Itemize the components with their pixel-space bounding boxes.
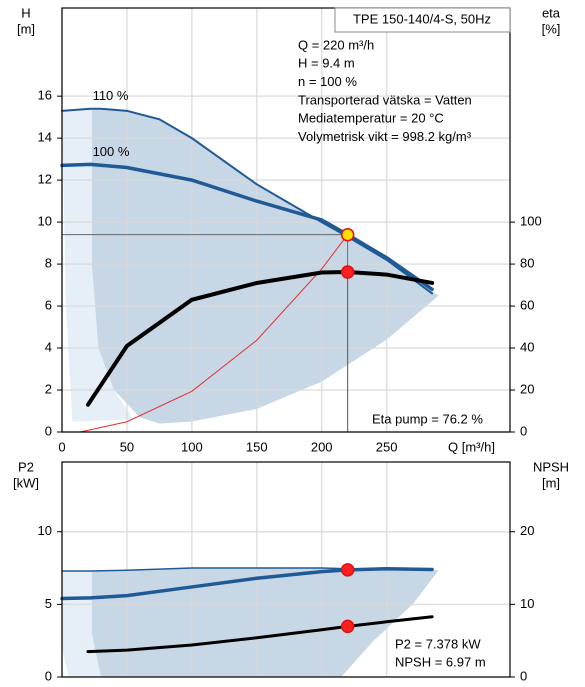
y-axis-label: H bbox=[21, 5, 30, 20]
y-axis-label: P2 bbox=[18, 459, 34, 474]
x-tick-label: 200 bbox=[311, 439, 333, 454]
y2-tick-label: 20 bbox=[520, 523, 534, 538]
y-tick-label: 0 bbox=[45, 423, 52, 438]
x-tick-label: 250 bbox=[376, 439, 398, 454]
y2-axis-label: NPSH bbox=[533, 459, 569, 474]
info-line: H = 9.4 m bbox=[298, 56, 355, 71]
curve bbox=[60, 162, 434, 292]
y2-tick-label: 100 bbox=[520, 214, 542, 229]
x-tick-label: 100 bbox=[181, 439, 203, 454]
y2-tick-label: 80 bbox=[520, 256, 534, 271]
info-line: Volymetrisk vikt = 998.2 kg/m³ bbox=[298, 129, 472, 144]
curve bbox=[85, 270, 435, 407]
y-tick-label: 8 bbox=[45, 256, 52, 271]
duty-point bbox=[340, 563, 355, 577]
operating-region bbox=[62, 108, 134, 422]
title-box bbox=[334, 7, 511, 33]
curve bbox=[86, 615, 434, 654]
y2-tick-label: 40 bbox=[520, 339, 534, 354]
info-line: Q = 220 m³/h bbox=[298, 37, 374, 52]
y-tick-label: 0 bbox=[45, 668, 52, 683]
x-tick-label: 150 bbox=[246, 439, 268, 454]
y-tick-label: 10 bbox=[38, 523, 52, 538]
x-tick-label: 50 bbox=[120, 439, 134, 454]
y-axis-label: [m] bbox=[17, 21, 35, 36]
y2-tick-label: 20 bbox=[520, 381, 534, 396]
curve-label: 110 % bbox=[93, 88, 129, 103]
operating-region bbox=[91, 108, 439, 424]
y-tick-label: 5 bbox=[45, 596, 52, 611]
info-line: Mediatemperatur = 20 °C bbox=[298, 111, 444, 126]
y-tick-label: 10 bbox=[38, 214, 52, 229]
x-tick-label: 0 bbox=[58, 439, 65, 454]
y2-axis-label: [%] bbox=[542, 21, 561, 36]
y-tick-label: 14 bbox=[38, 130, 52, 145]
y2-axis-label: [m] bbox=[542, 475, 560, 490]
y-tick-label: 16 bbox=[38, 88, 52, 103]
y-tick-label: 6 bbox=[45, 297, 52, 312]
annotation: NPSH = 6.97 m bbox=[395, 654, 486, 669]
x-axis-label: Q [m³/h] bbox=[448, 439, 495, 454]
annotation: P2 = 7.378 kW bbox=[395, 636, 481, 651]
info-line: n = 100 % bbox=[298, 74, 357, 89]
plot-frame bbox=[61, 461, 511, 678]
y2-tick-label: 10 bbox=[520, 596, 534, 611]
chart-title: TPE 150-140/4-S, 50Hz bbox=[353, 11, 491, 26]
y2-tick-label: 60 bbox=[520, 297, 534, 312]
duty-point bbox=[340, 619, 355, 634]
curve bbox=[60, 567, 434, 601]
duty-point bbox=[340, 265, 355, 279]
annotation: Eta pump = 76.2 % bbox=[372, 411, 483, 426]
info-line: Transporterad vätska = Vatten bbox=[298, 92, 472, 107]
y-tick-label: 4 bbox=[45, 339, 52, 354]
y-axis-label: [kW] bbox=[13, 475, 39, 490]
y-tick-label: 12 bbox=[38, 172, 52, 187]
y2-tick-label: 0 bbox=[520, 668, 527, 683]
curve bbox=[79, 234, 349, 433]
y-tick-label: 2 bbox=[45, 381, 52, 396]
plot-frame bbox=[61, 7, 511, 433]
curve bbox=[61, 107, 434, 295]
curve-label: 100 % bbox=[93, 144, 130, 159]
y2-axis-label: eta bbox=[542, 5, 561, 20]
duty-point bbox=[340, 227, 355, 242]
y2-tick-label: 0 bbox=[520, 423, 527, 438]
operating-region bbox=[91, 568, 439, 677]
